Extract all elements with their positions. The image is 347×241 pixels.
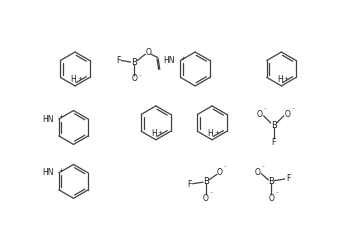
Text: O: O [255, 168, 261, 177]
Text: F: F [271, 138, 276, 147]
Text: ⁻: ⁻ [261, 167, 264, 172]
Text: O: O [132, 74, 137, 83]
Text: +: + [283, 76, 288, 81]
Text: HN: HN [42, 168, 53, 177]
Text: B: B [132, 58, 137, 67]
Text: O: O [203, 194, 209, 203]
Text: O: O [145, 48, 151, 57]
Text: O: O [269, 194, 274, 203]
Text: O: O [257, 110, 263, 119]
Text: H: H [152, 129, 157, 138]
Text: H: H [277, 75, 283, 84]
Text: ⁻: ⁻ [291, 109, 294, 114]
Text: H: H [208, 129, 213, 138]
Text: +: + [77, 76, 82, 81]
Text: +: + [58, 114, 63, 119]
Text: F: F [116, 56, 120, 65]
Text: F: F [286, 174, 290, 183]
Text: +: + [158, 130, 162, 135]
Text: H: H [71, 75, 76, 84]
Text: ⁻: ⁻ [224, 167, 227, 172]
Text: +: + [180, 56, 185, 61]
Text: HN: HN [163, 56, 175, 65]
Text: F: F [187, 180, 191, 189]
Text: O: O [217, 168, 223, 177]
Text: O: O [285, 110, 290, 119]
Text: B: B [203, 177, 209, 186]
Text: ⁻: ⁻ [138, 75, 141, 80]
Text: HN: HN [42, 114, 53, 123]
Text: B: B [269, 177, 274, 186]
Text: ⁻: ⁻ [210, 193, 213, 198]
Text: ⁻: ⁻ [275, 193, 278, 198]
Text: ⁻: ⁻ [264, 109, 266, 114]
Text: B: B [271, 121, 277, 130]
Text: +: + [58, 168, 63, 173]
Text: +: + [214, 130, 219, 135]
